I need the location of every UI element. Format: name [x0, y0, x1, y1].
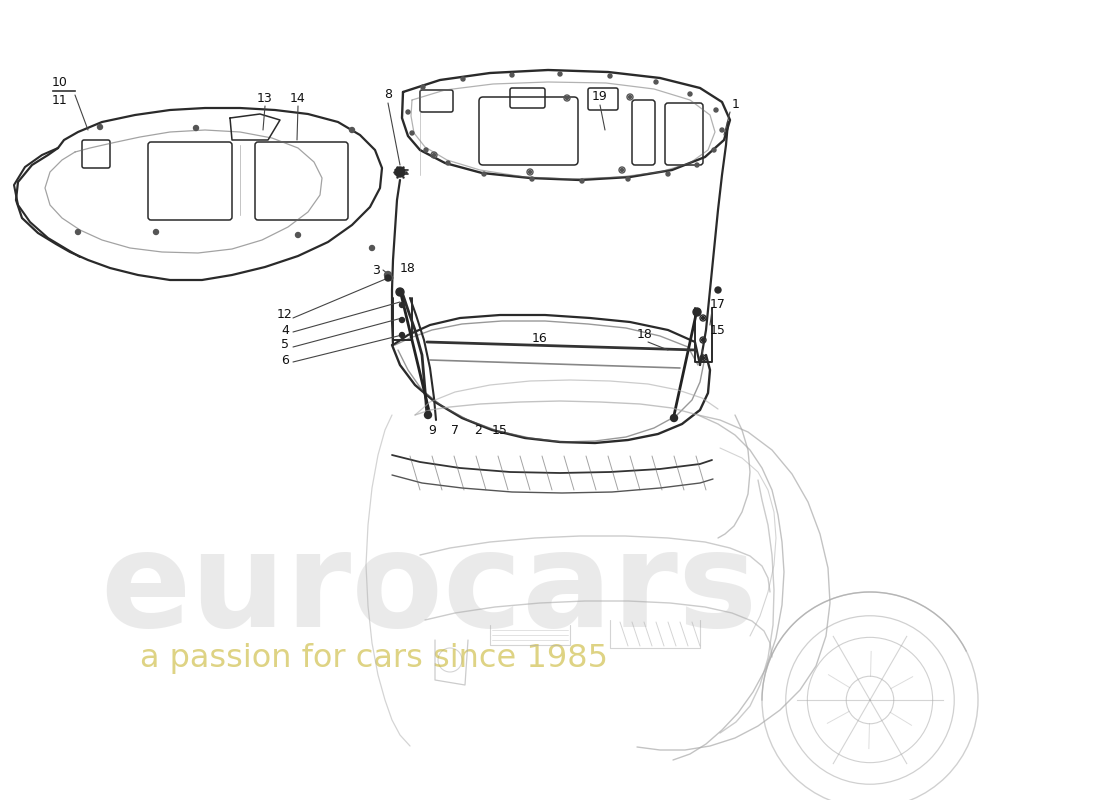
Circle shape — [565, 97, 569, 99]
Circle shape — [620, 169, 624, 171]
Circle shape — [702, 357, 704, 359]
Circle shape — [608, 74, 612, 78]
Circle shape — [461, 77, 465, 81]
Text: 12: 12 — [277, 309, 293, 322]
Circle shape — [528, 170, 531, 174]
Circle shape — [720, 128, 724, 132]
Text: eurocars: eurocars — [100, 525, 758, 655]
Text: 2: 2 — [474, 423, 482, 437]
Circle shape — [410, 131, 414, 135]
Circle shape — [712, 148, 716, 152]
Text: 7: 7 — [451, 423, 459, 437]
Text: 17: 17 — [711, 298, 726, 311]
Circle shape — [385, 271, 392, 278]
Text: 5: 5 — [280, 338, 289, 351]
Circle shape — [194, 126, 198, 130]
Circle shape — [510, 73, 514, 77]
Circle shape — [446, 161, 450, 165]
Circle shape — [482, 172, 486, 176]
Circle shape — [424, 148, 428, 152]
Text: 10: 10 — [52, 75, 68, 89]
Circle shape — [406, 110, 410, 114]
Text: a passion for cars since 1985: a passion for cars since 1985 — [140, 642, 608, 674]
Circle shape — [387, 275, 393, 281]
Text: 8: 8 — [384, 89, 392, 102]
Circle shape — [654, 80, 658, 84]
Circle shape — [695, 163, 698, 167]
Text: 9: 9 — [428, 423, 436, 437]
Text: 6: 6 — [282, 354, 289, 366]
Text: 14: 14 — [290, 91, 306, 105]
Circle shape — [385, 275, 390, 281]
Text: 18: 18 — [637, 329, 653, 342]
Circle shape — [76, 230, 80, 234]
Text: 18: 18 — [400, 262, 416, 274]
Circle shape — [395, 167, 405, 177]
Text: 19: 19 — [592, 90, 608, 103]
Circle shape — [432, 154, 436, 157]
Circle shape — [296, 233, 300, 238]
Text: 13: 13 — [257, 91, 273, 105]
Circle shape — [558, 72, 562, 76]
Circle shape — [370, 246, 374, 250]
Circle shape — [628, 95, 631, 98]
Text: 16: 16 — [532, 331, 548, 345]
Circle shape — [688, 92, 692, 96]
Circle shape — [399, 318, 405, 322]
Circle shape — [580, 179, 584, 183]
Circle shape — [421, 85, 425, 89]
Circle shape — [715, 287, 720, 293]
Text: 15: 15 — [711, 323, 726, 337]
Text: 11: 11 — [52, 94, 68, 106]
Circle shape — [714, 108, 718, 112]
Circle shape — [98, 125, 102, 130]
Circle shape — [702, 338, 704, 342]
Circle shape — [425, 411, 431, 418]
Circle shape — [693, 308, 701, 316]
Circle shape — [396, 288, 404, 296]
Circle shape — [702, 317, 704, 319]
Circle shape — [671, 414, 678, 422]
Circle shape — [399, 302, 405, 307]
Text: 4: 4 — [282, 323, 289, 337]
Circle shape — [350, 127, 354, 133]
Text: 15: 15 — [492, 423, 508, 437]
Circle shape — [399, 333, 405, 338]
Text: 1: 1 — [733, 98, 740, 110]
Text: 3: 3 — [372, 263, 379, 277]
Circle shape — [666, 172, 670, 176]
Circle shape — [626, 177, 630, 181]
Circle shape — [154, 230, 158, 234]
Circle shape — [530, 177, 533, 181]
